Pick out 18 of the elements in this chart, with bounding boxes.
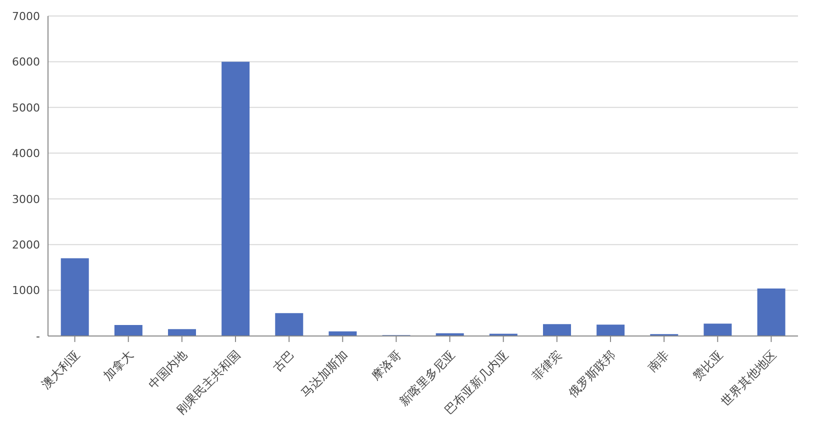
y-tick-label: 2000 [12,238,40,252]
x-tick-label: 加拿大 [100,348,136,384]
x-tick-label: 赞比亚 [690,348,726,384]
y-tick-label: 4000 [12,147,40,160]
y-tick-label: 6000 [12,56,40,69]
y-tick-label: 3000 [12,192,40,206]
y-tick-label: 1000 [12,284,40,298]
x-tick-label: 中国内地 [146,348,190,392]
x-tick-label: 澳大利亚 [38,348,83,392]
x-tick-label: 马达加斯加 [298,348,350,400]
x-tick-label: 俄罗斯联邦 [566,348,618,400]
x-tick-label: 菲律宾 [529,348,565,384]
x-tick-label: 古巴 [270,348,297,375]
y-tick-label: 7000 [12,10,40,23]
y-tick-label: - [36,330,40,343]
x-tick-label: 南非 [644,348,672,375]
y-tick-label: 5000 [12,101,40,114]
x-tick-label: 摩洛哥 [368,348,404,384]
